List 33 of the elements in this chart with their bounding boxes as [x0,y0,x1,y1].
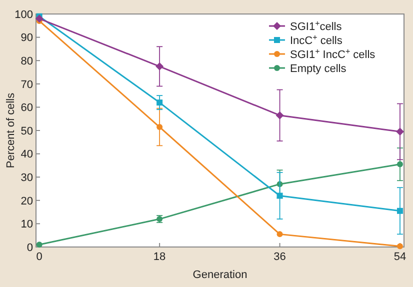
point [396,128,404,136]
point [396,208,403,214]
y-tick-label: 40 [20,148,33,161]
point [156,62,164,70]
point [276,111,284,120]
y-tick-label: 10 [20,218,33,231]
legend-label: SGI1$^{+}$cells [290,18,342,33]
x-tick-label: 0 [36,251,42,263]
point [276,231,283,238]
x-tick-label: 18 [153,251,166,263]
point [156,124,163,130]
point [396,243,403,250]
y-tick-label: 70 [20,78,33,91]
point [396,161,403,168]
legend-label: SGI1$^{+}$ IncC$^{+}$ cells [290,46,376,61]
point [35,14,44,23]
y-tick-label: 100 [14,8,33,21]
y-tick-label: 50 [20,125,33,138]
x-tick-label: 54 [394,251,406,263]
y-tick-label: 30 [20,172,33,184]
y-tick-label: 90 [20,32,33,44]
point [36,242,42,248]
y-tick-label: 60 [20,102,33,114]
legend-label: IncC$^{+}$ cells [290,32,343,47]
y-tick-label: 80 [20,55,33,68]
point [156,100,163,106]
y-tick-label: 0 [26,242,33,254]
x-axis-title: Generation [192,269,248,281]
y-tick-label: 20 [20,195,33,208]
legend-label: Empty cells [290,62,347,75]
x-tick-label: 36 [274,251,286,263]
point [276,192,283,199]
y-axis-title: Percent of cells [5,92,17,168]
